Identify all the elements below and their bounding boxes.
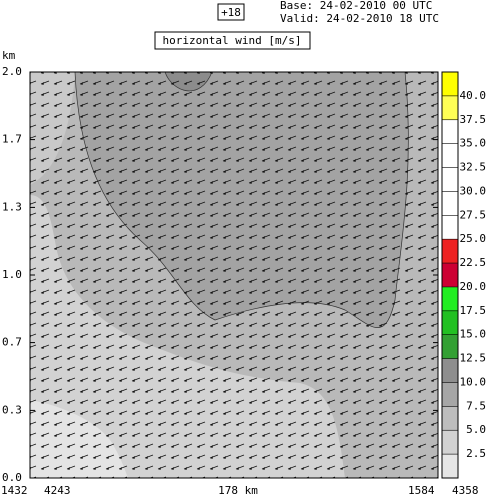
colorbar-bin — [442, 454, 458, 478]
colorbar-bin — [442, 239, 458, 264]
x-label: 1432 — [1, 484, 28, 497]
valid-time: Valid: 24-02-2010 18 UTC — [280, 12, 439, 25]
field — [30, 72, 438, 478]
y-tick-label: 0.3 — [2, 403, 22, 416]
colorbar-label: 37.5 — [460, 113, 487, 126]
colorbar-label: 35.0 — [460, 137, 487, 150]
colorbar-bin — [442, 95, 458, 120]
x-label: 4358 — [452, 484, 479, 497]
y-tick-label: 0.0 — [2, 471, 22, 484]
colorbar-label: 2.5 — [466, 447, 486, 460]
x-label: 1584 — [408, 484, 435, 497]
wind-arrows — [30, 72, 438, 478]
colorbar-bin — [442, 215, 458, 240]
colorbar-bin — [442, 119, 458, 144]
colorbar-bin — [442, 72, 458, 96]
colorbar-bin — [442, 286, 458, 311]
colorbar-bin — [442, 191, 458, 216]
colorbar-bin — [442, 382, 458, 407]
colorbar-label: 20.0 — [460, 280, 487, 293]
colorbar-bin — [442, 406, 458, 431]
base-time: Base: 24-02-2010 00 UTC — [280, 0, 432, 12]
colorbar-label: 22.5 — [460, 256, 487, 269]
colorbar-bin — [442, 167, 458, 192]
run-box — [217, 3, 245, 21]
colorbar-label: 7.5 — [466, 399, 486, 412]
colorbar-label: 32.5 — [460, 161, 487, 174]
colorbar-bin — [442, 358, 458, 383]
colorbar-bin — [442, 263, 458, 287]
colorbar-bin — [442, 310, 458, 335]
colorbar-label: 25.0 — [460, 232, 487, 245]
y-tick-label: 2.0 — [2, 65, 22, 78]
y-tick-label: 1.7 — [2, 133, 22, 146]
run-label: +18 — [221, 6, 241, 19]
x-label: 4243 — [44, 484, 71, 497]
y-tick-label: 0.7 — [2, 336, 22, 349]
x-label: 178 km — [218, 484, 258, 497]
colorbar-label: 27.5 — [460, 208, 487, 221]
colorbar-bin — [442, 143, 458, 168]
colorbar-label: 40.0 — [460, 89, 487, 102]
colorbar-frame — [441, 71, 459, 479]
colorbar-label: 15.0 — [460, 328, 487, 341]
colorbar-label: 12.5 — [460, 352, 487, 365]
y-tick-label: 1.0 — [2, 268, 22, 281]
colorbar-label: 30.0 — [460, 184, 487, 197]
colorbar-bin — [442, 334, 458, 359]
chart-title: horizontal wind [m/s] — [162, 34, 301, 47]
colorbar-label: 5.0 — [466, 423, 486, 436]
title-box — [154, 31, 311, 50]
y-unit: km — [2, 49, 16, 62]
y-tick-label: 1.3 — [2, 200, 22, 213]
colorbar-bin — [442, 430, 458, 455]
colorbar-label: 10.0 — [460, 375, 487, 388]
colorbar-label: 17.5 — [460, 304, 487, 317]
